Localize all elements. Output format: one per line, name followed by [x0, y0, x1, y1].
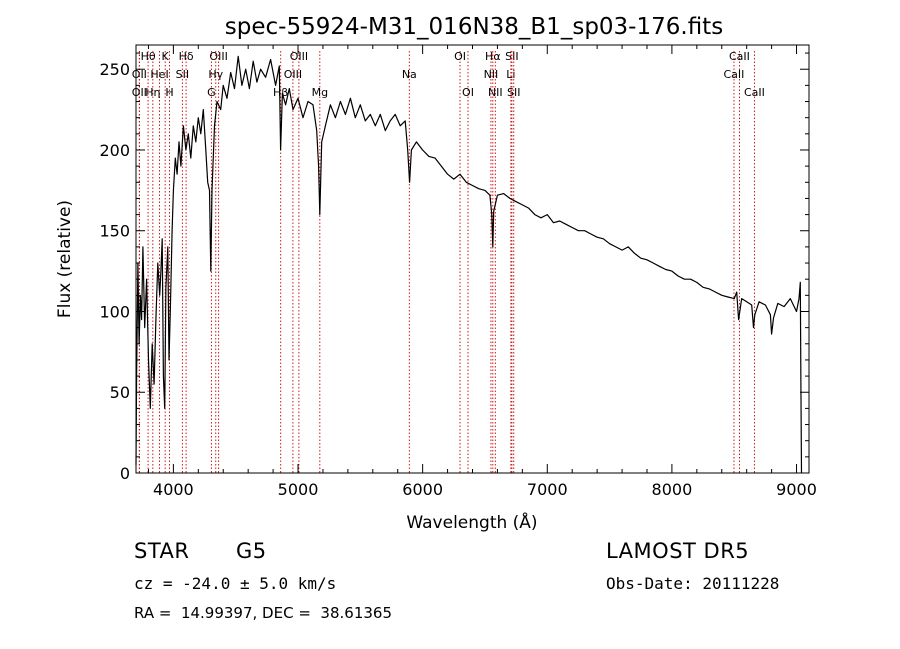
line-label-7: SII	[505, 50, 518, 63]
y-tick-label: 50	[110, 383, 130, 402]
line-label-26: SII	[507, 86, 520, 99]
y-axis-label: Flux (relative)	[55, 200, 75, 318]
redshift-velocity: cz = -24.0 ± 5.0 km/s	[134, 574, 337, 593]
line-label-20: H	[165, 86, 173, 99]
line-label-1: K	[162, 50, 170, 63]
line-label-6: Hα	[485, 50, 501, 63]
chart-title: spec-55924-M31_016N38_B1_sp03-176.fits	[225, 14, 723, 40]
line-label-3: OIII	[209, 50, 227, 63]
line-label-13: OIII	[284, 68, 302, 81]
line-label-8: CaII	[729, 50, 750, 63]
line-label-24: OI	[462, 86, 474, 99]
line-label-19: Hη	[145, 86, 160, 99]
line-label-12: Hγ	[208, 68, 223, 81]
line-label-27: CaII	[744, 86, 765, 99]
x-tick-label: 5000	[278, 480, 319, 499]
sky-coordinates: RA = 14.99397, DEC = 38.61365	[134, 604, 393, 622]
x-tick-label: 8000	[652, 480, 693, 499]
y-axis: 0 50 100 150 200 250	[99, 52, 809, 483]
x-tick-label: 6000	[402, 480, 443, 499]
line-label-17: CaII	[724, 68, 745, 81]
y-tick-label: 0	[120, 464, 130, 483]
y-tick-label: 250	[99, 60, 130, 79]
line-label-14: Na	[402, 68, 417, 81]
spectrum-line-0	[135, 55, 803, 474]
x-tick-label: 9000	[776, 480, 817, 499]
spectrum-series	[135, 55, 803, 474]
line-label-0: Hθ	[141, 50, 156, 63]
line-label-16: Li	[506, 68, 515, 81]
line-label-4: OIII	[290, 50, 308, 63]
x-tick-label: 7000	[527, 480, 568, 499]
survey-name: LAMOST DR5	[606, 539, 750, 563]
line-label-5: OI	[454, 50, 466, 63]
line-label-22: Hβ	[273, 86, 288, 99]
line-label-23: Mg	[312, 86, 328, 99]
object-class: STAR	[134, 539, 190, 563]
line-label-21: G	[207, 86, 216, 99]
plot-frame	[135, 44, 810, 474]
observation-date: Obs-Date: 20111228	[606, 574, 780, 593]
line-label-2: Hδ	[179, 50, 194, 63]
line-label-11: SII	[176, 68, 189, 81]
y-tick-label: 200	[99, 141, 130, 160]
y-tick-label: 150	[99, 222, 130, 241]
line-label-25: NII	[488, 86, 503, 99]
object-subclass: G5	[236, 539, 267, 563]
line-label-10: HeI	[150, 68, 168, 81]
x-tick-label: 4000	[153, 480, 194, 499]
y-tick-label: 100	[99, 302, 130, 321]
line-label-15: NII	[484, 68, 499, 81]
x-axis: 4000 5000 6000 7000 8000 9000	[147, 45, 817, 499]
x-axis-label: Wavelength (Å)	[406, 511, 537, 533]
